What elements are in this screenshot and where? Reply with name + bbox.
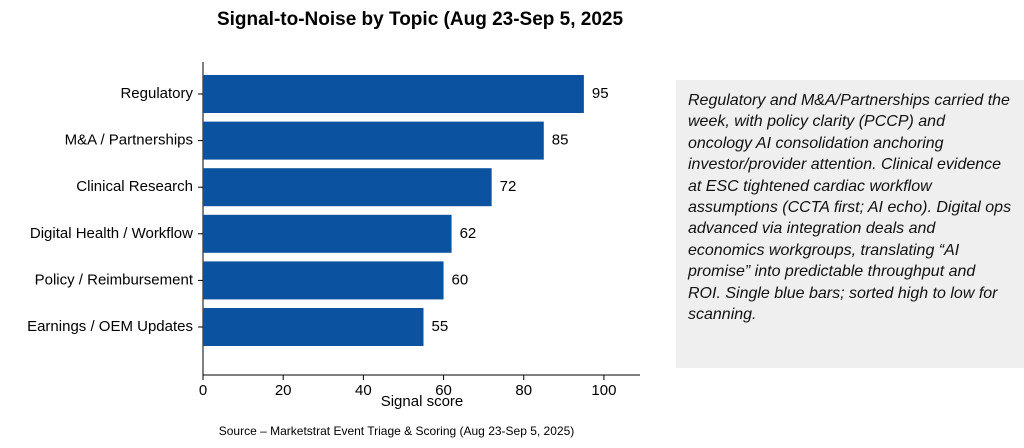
value-label: 72 (500, 178, 517, 195)
value-label: 60 (452, 271, 469, 288)
chart-title: Signal-to-Noise by Topic (Aug 23-Sep 5, … (216, 9, 624, 30)
value-label: 85 (552, 132, 569, 149)
y-tick-label: M&A / Partnerships (65, 132, 193, 149)
chart: Signal score 0 20 40 60 80 100 Regulatory 95 M&A… (27, 62, 640, 410)
y-tick-label: Digital Health / Workflow (30, 225, 193, 242)
y-tick-label: Clinical Research (76, 178, 193, 195)
bar (203, 261, 444, 300)
bar (203, 308, 424, 346)
y-tick-label: Earnings / OEM Updates (27, 318, 193, 335)
x-tick-label: 60 (435, 382, 452, 399)
bar (203, 214, 452, 253)
x-tick-label: 80 (515, 382, 532, 399)
y-tick-label: Policy / Reimbursement (35, 271, 194, 288)
x-tick-label: 100 (591, 382, 616, 399)
bar (203, 121, 544, 160)
commentary: Regulatory and M&A/Partnerships carried … (676, 80, 1024, 368)
value-label: 95 (592, 85, 609, 102)
x-tick-label: 20 (275, 382, 292, 399)
x-tick-label: 0 (199, 382, 207, 399)
x-tick-label: 40 (355, 382, 372, 399)
value-label: 62 (460, 225, 477, 242)
source: Source – Marketstrat Event Triage & Scor… (218, 424, 575, 438)
bar (203, 168, 492, 207)
value-label: 55 (432, 318, 449, 335)
bar (203, 75, 584, 113)
y-tick-label: Regulatory (120, 85, 193, 102)
x-axis-label: Signal score (381, 393, 464, 410)
